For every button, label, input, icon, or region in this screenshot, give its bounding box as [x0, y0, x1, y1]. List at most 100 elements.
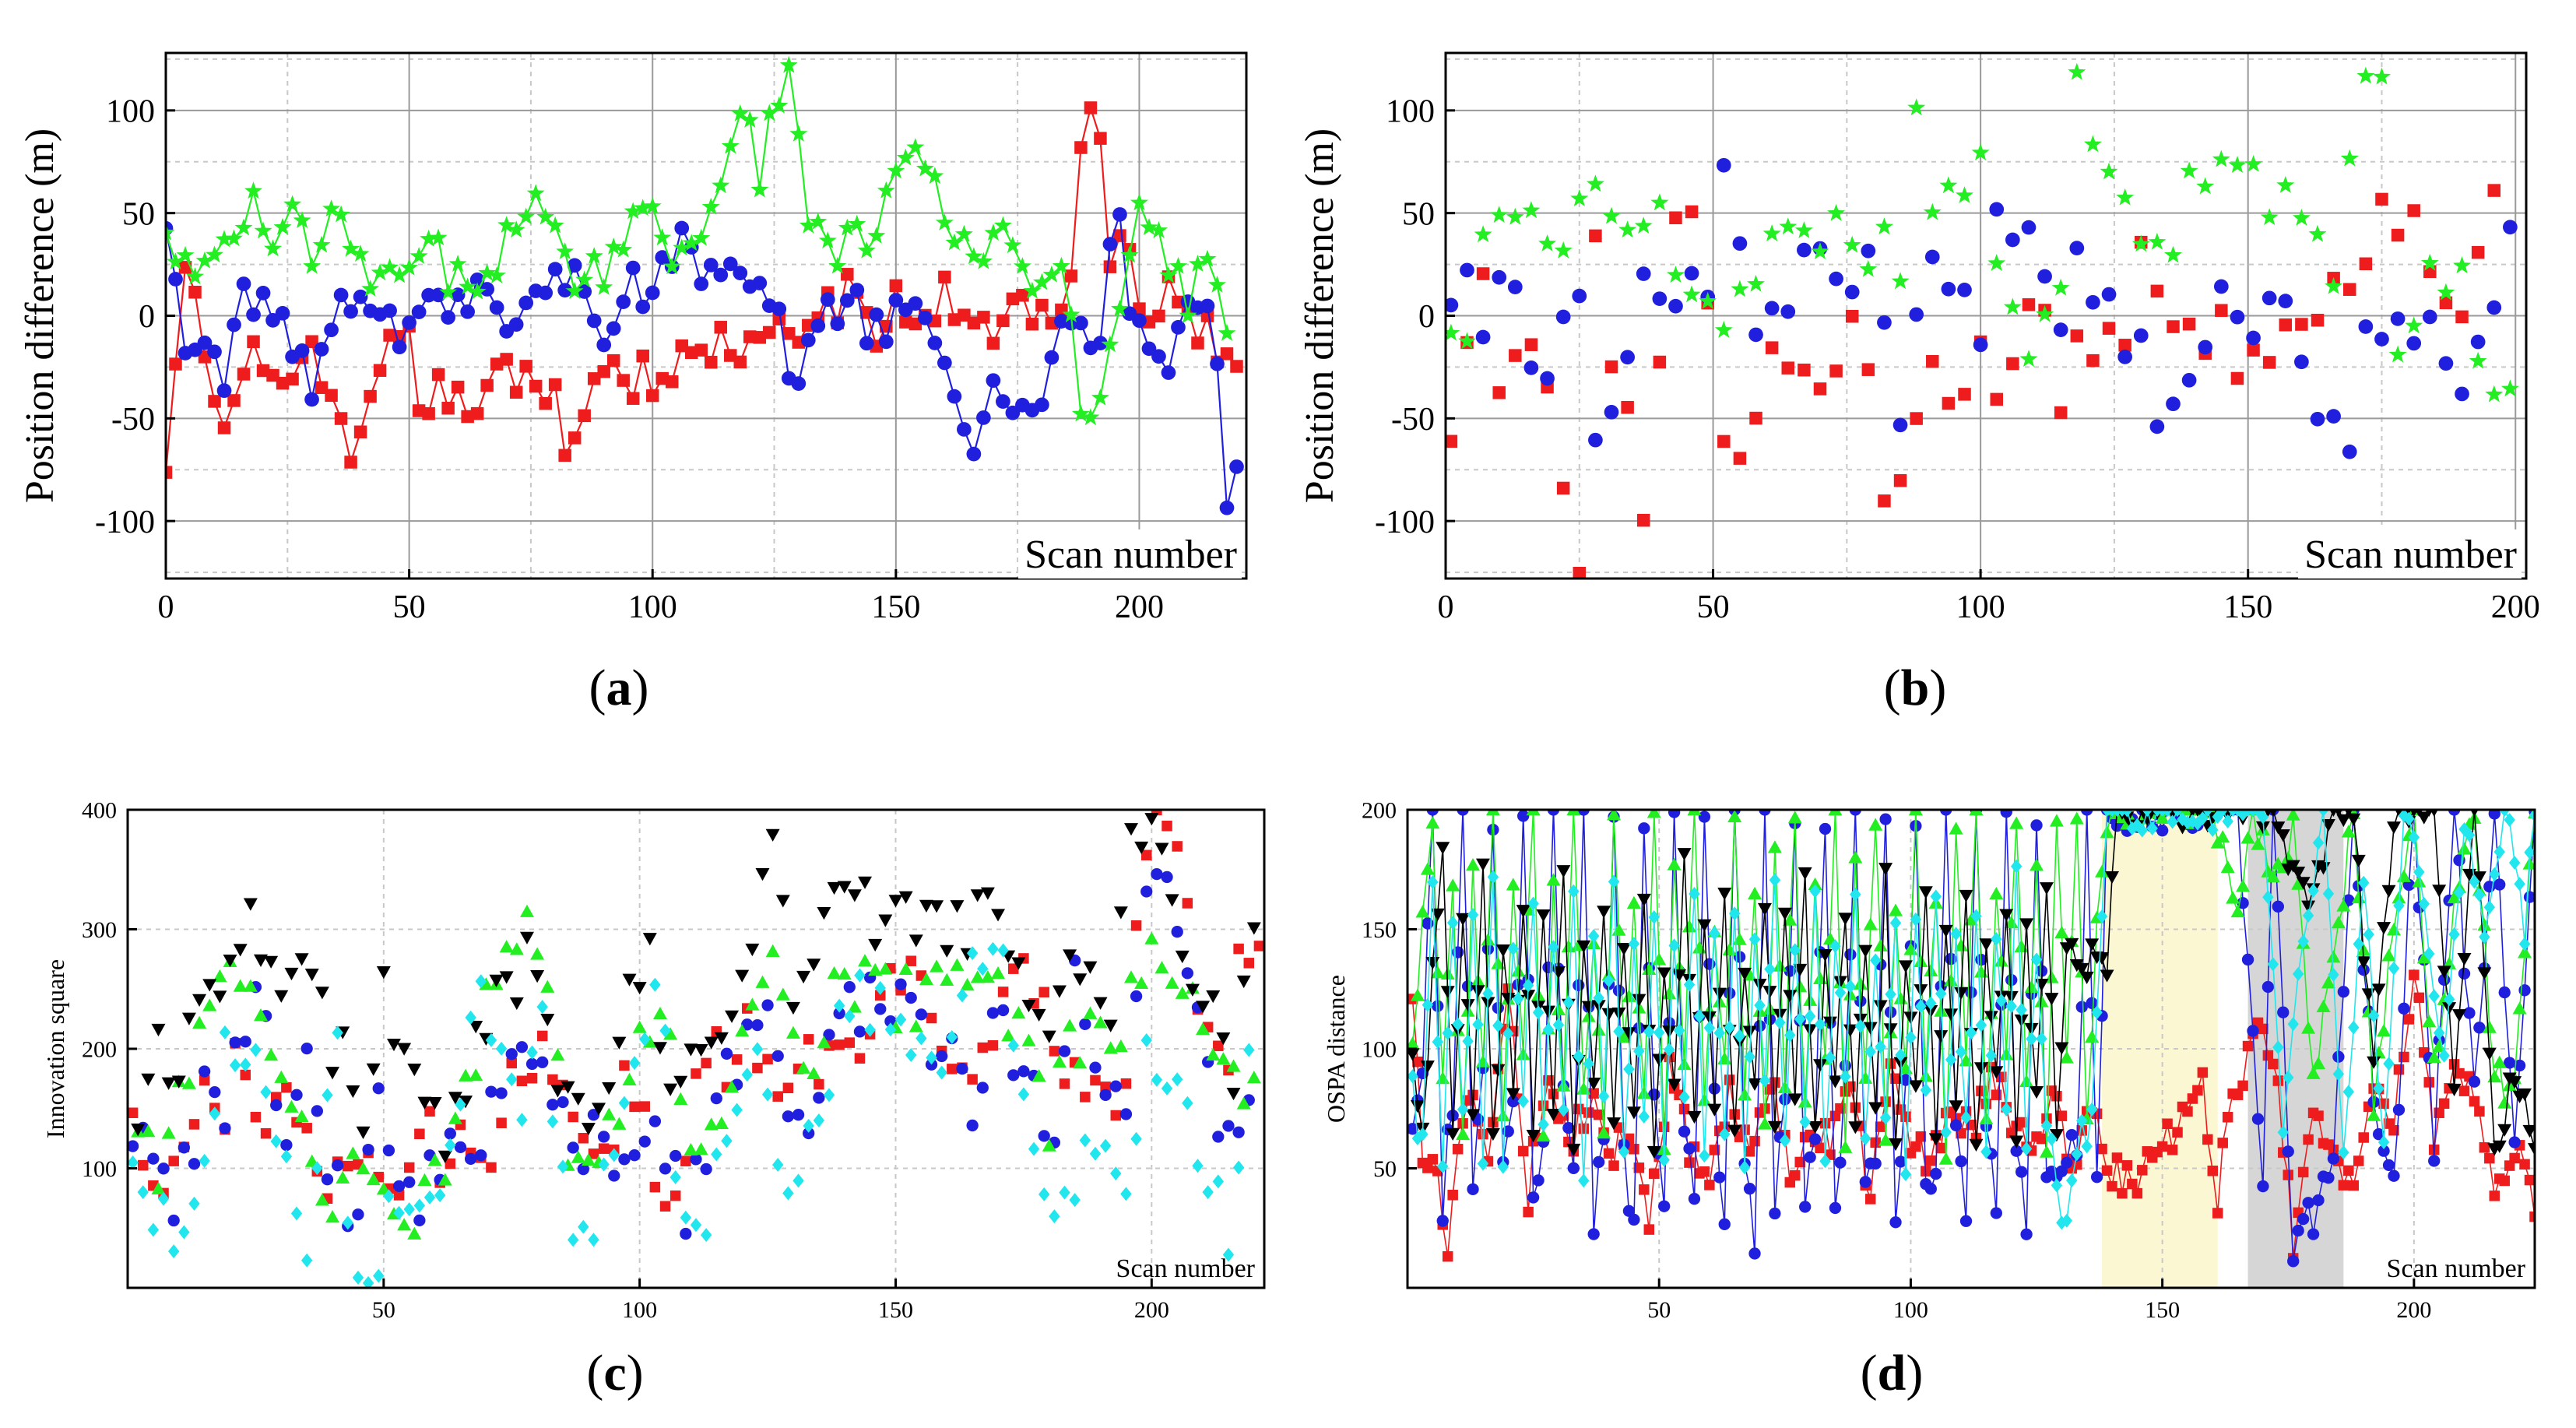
- data-point: [1457, 810, 1469, 816]
- data-point: [2197, 811, 2209, 826]
- data-point: [1432, 1000, 1444, 1012]
- data-point: [2156, 825, 2169, 837]
- data-point: [1709, 926, 1720, 941]
- data-point: [1172, 841, 1183, 852]
- data-point: [1597, 906, 1611, 919]
- data-point: [1524, 338, 1538, 351]
- data-point: [1980, 1145, 1992, 1159]
- data-point: [464, 1152, 477, 1166]
- data-point: [516, 1075, 528, 1087]
- data-point: [2326, 950, 2341, 963]
- data-point: [2473, 1022, 2486, 1034]
- data-point: [1668, 298, 1683, 314]
- data-point: [682, 234, 701, 251]
- data-point: [1007, 963, 1019, 974]
- data-point: [208, 395, 221, 408]
- data-point: [967, 316, 981, 330]
- data-point: [634, 199, 652, 216]
- data-point: [506, 1057, 517, 1069]
- data-point: [147, 1222, 160, 1237]
- data-point: [529, 379, 543, 393]
- data-point: [1073, 1056, 1088, 1069]
- data-point: [809, 212, 828, 230]
- data-point: [253, 954, 268, 967]
- data-point: [1023, 281, 1042, 299]
- data-point: [779, 55, 798, 73]
- data-point: [1016, 288, 1029, 302]
- data-point: [2287, 1017, 2299, 1032]
- data-point: [2326, 409, 2341, 424]
- data-point: [2340, 149, 2359, 167]
- data-point: [586, 313, 602, 329]
- data-point: [2477, 918, 2492, 931]
- data-point: [750, 180, 769, 198]
- data-point: [1748, 932, 1761, 947]
- data-point: [1604, 360, 1618, 374]
- data-point: [2353, 937, 2364, 951]
- data-point: [628, 1149, 641, 1162]
- x-tick-label: 200: [1134, 1297, 1169, 1323]
- data-point: [596, 337, 612, 353]
- data-point: [206, 245, 223, 263]
- data-point: [575, 270, 594, 288]
- data-point: [1134, 976, 1149, 990]
- data-point: [1171, 1072, 1183, 1087]
- data-point: [2066, 1173, 2078, 1188]
- data-point: [2251, 837, 2265, 850]
- data-point: [536, 207, 555, 225]
- data-point: [1512, 978, 1524, 991]
- data-point: [1716, 157, 1731, 173]
- data-point: [1552, 1018, 1565, 1032]
- data-point: [2425, 810, 2434, 817]
- data-point: [1161, 821, 1172, 832]
- data-point: [274, 1070, 289, 1083]
- data-point: [1222, 1120, 1235, 1132]
- data-point: [1063, 1018, 1077, 1032]
- data-point: [2188, 810, 2197, 817]
- data-point: [1006, 292, 1020, 306]
- data-point: [1447, 1189, 1458, 1201]
- data-point: [1973, 1062, 1988, 1075]
- data-point: [1013, 257, 1031, 274]
- data-point: [516, 1113, 528, 1127]
- data-point: [2161, 810, 2174, 817]
- data-point: [817, 1036, 831, 1049]
- data-point: [518, 295, 534, 311]
- data-point: [956, 988, 968, 1003]
- data-point: [694, 1142, 708, 1155]
- data-point: [1181, 967, 1194, 980]
- data-point: [344, 455, 357, 469]
- data-point: [2014, 939, 2029, 952]
- data-point: [1206, 1047, 1221, 1061]
- data-point: [397, 1043, 412, 1056]
- data-point: [899, 315, 912, 329]
- data-point: [2292, 1224, 2304, 1237]
- data-point: [303, 256, 322, 274]
- data-point: [2240, 831, 2255, 844]
- data-point: [1506, 207, 1524, 225]
- data-point: [2469, 1096, 2480, 1107]
- data-point: [2005, 999, 2017, 1014]
- data-point: [1999, 1047, 2014, 1060]
- data-point: [675, 339, 688, 353]
- data-point: [1687, 1110, 1702, 1124]
- plot-area: [166, 55, 1244, 515]
- data-point: [2222, 1112, 2233, 1123]
- data-point: [743, 330, 757, 343]
- panel-label: (d): [1861, 1345, 1924, 1402]
- data-point: [1467, 1089, 1478, 1101]
- data-point: [588, 1233, 599, 1247]
- data-point: [2473, 888, 2486, 902]
- data-point: [1475, 858, 1490, 871]
- data-point: [772, 1158, 784, 1173]
- data-point: [632, 982, 647, 995]
- data-point: [828, 256, 847, 274]
- data-point: [950, 900, 965, 913]
- data-point: [1556, 481, 1570, 495]
- data-point: [1426, 810, 1439, 816]
- data-point: [711, 1147, 722, 1162]
- data-point: [517, 207, 536, 225]
- data-point: [1979, 938, 1994, 951]
- data-point: [424, 1106, 435, 1117]
- data-point: [1476, 267, 1490, 280]
